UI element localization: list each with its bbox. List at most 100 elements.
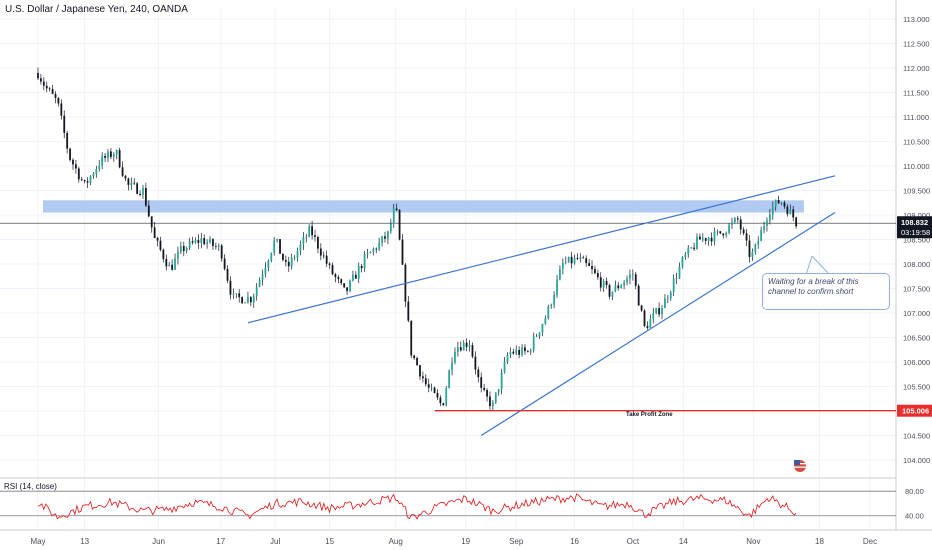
candle-body bbox=[177, 251, 179, 259]
candle-body bbox=[451, 362, 453, 371]
candle-body bbox=[89, 176, 92, 183]
time-tick-label: 18 bbox=[815, 537, 824, 546]
us-flag-icon[interactable] bbox=[793, 459, 809, 473]
candle-body bbox=[57, 97, 60, 104]
price-tick-label: 110.000 bbox=[903, 162, 930, 171]
candle-body bbox=[454, 351, 456, 363]
candle-body bbox=[226, 268, 229, 281]
candle-body bbox=[494, 392, 497, 403]
candle-body bbox=[524, 347, 526, 352]
candle-body bbox=[678, 266, 681, 279]
candle-body bbox=[185, 247, 188, 252]
candle-body bbox=[442, 403, 445, 406]
rsi-pane bbox=[0, 490, 896, 520]
candle-body bbox=[675, 278, 678, 280]
candle-body bbox=[80, 179, 83, 181]
candle-body bbox=[282, 253, 284, 261]
candle-body bbox=[760, 230, 763, 242]
candle-body bbox=[375, 248, 378, 250]
candle-body bbox=[541, 324, 544, 333]
candle-body bbox=[54, 93, 57, 98]
candle-body bbox=[308, 226, 311, 237]
candle-body bbox=[299, 244, 302, 251]
candle-body bbox=[491, 402, 494, 407]
candle-body bbox=[591, 266, 593, 270]
candle-body bbox=[42, 81, 45, 86]
candle-body bbox=[337, 277, 340, 280]
candle-body bbox=[745, 233, 748, 241]
candle-body bbox=[786, 206, 789, 215]
candle-body bbox=[273, 240, 276, 253]
candle-body bbox=[567, 256, 570, 263]
candle-body bbox=[83, 179, 86, 182]
candle-body bbox=[535, 336, 538, 338]
price-tick-label: 112.500 bbox=[903, 40, 930, 49]
candle-body bbox=[98, 165, 101, 170]
candle-body bbox=[526, 351, 529, 352]
candle-body bbox=[346, 287, 348, 292]
candle-body bbox=[258, 279, 261, 287]
candle-body bbox=[410, 320, 413, 356]
take-profit-tag bbox=[897, 404, 932, 417]
candle-body bbox=[736, 218, 739, 220]
candle-body bbox=[596, 273, 599, 278]
candle-body bbox=[489, 396, 491, 407]
candle-body bbox=[766, 220, 768, 227]
candle-body bbox=[553, 294, 556, 305]
candle-body bbox=[392, 208, 395, 224]
candle-body bbox=[518, 350, 521, 355]
candle-body bbox=[424, 378, 427, 385]
candle-body bbox=[777, 199, 780, 204]
candle-body bbox=[51, 89, 54, 94]
candle-body bbox=[503, 361, 506, 373]
candle-body bbox=[150, 216, 153, 228]
candle-body bbox=[771, 206, 774, 215]
candle-body bbox=[599, 277, 602, 288]
candle-body bbox=[109, 151, 112, 158]
candle-body bbox=[792, 209, 795, 218]
candle-body bbox=[357, 266, 360, 279]
resistance-zone-rect bbox=[43, 200, 804, 213]
candle-body bbox=[255, 286, 258, 297]
candle-body bbox=[331, 264, 334, 275]
candle-body bbox=[334, 274, 337, 278]
price-tick-label: 110.500 bbox=[903, 138, 930, 147]
candle-body bbox=[477, 369, 480, 378]
candle-body bbox=[319, 248, 322, 256]
candle-body bbox=[252, 296, 255, 303]
callout-note[interactable]: Waiting for a break of this channel to c… bbox=[762, 273, 890, 310]
candle-body bbox=[77, 168, 80, 180]
candle-body bbox=[471, 345, 474, 357]
candle-body bbox=[352, 274, 354, 281]
price-tick-label: 105.500 bbox=[903, 383, 930, 392]
candle-body bbox=[156, 238, 159, 241]
candle-body bbox=[69, 148, 71, 160]
candle-body bbox=[290, 257, 293, 267]
candle-body bbox=[576, 257, 579, 260]
candle-body bbox=[515, 350, 518, 354]
candle-body bbox=[436, 393, 439, 398]
candle-body bbox=[287, 261, 290, 267]
candle-body bbox=[63, 115, 66, 133]
candle-body bbox=[276, 239, 279, 241]
candle-body bbox=[733, 218, 736, 222]
candle-body bbox=[153, 227, 156, 239]
time-tick-label: 15 bbox=[325, 537, 334, 546]
candle-body bbox=[640, 305, 643, 311]
candle-body bbox=[95, 169, 98, 175]
candle-body bbox=[349, 280, 351, 292]
candle-body bbox=[532, 336, 535, 351]
price-tick-label: 106.000 bbox=[903, 358, 930, 367]
candle-body bbox=[168, 264, 171, 267]
candle-body bbox=[378, 242, 381, 250]
candle-body bbox=[387, 231, 389, 239]
candle-body bbox=[238, 293, 241, 298]
candle-body bbox=[556, 279, 558, 295]
candle-body bbox=[757, 241, 760, 245]
candle-body bbox=[684, 254, 687, 258]
price-tick-label: 107.000 bbox=[903, 309, 930, 318]
time-tick-label: Jul bbox=[270, 537, 280, 546]
candle-body bbox=[413, 355, 416, 358]
candle-body bbox=[92, 174, 95, 177]
current-price-tag bbox=[897, 216, 932, 239]
